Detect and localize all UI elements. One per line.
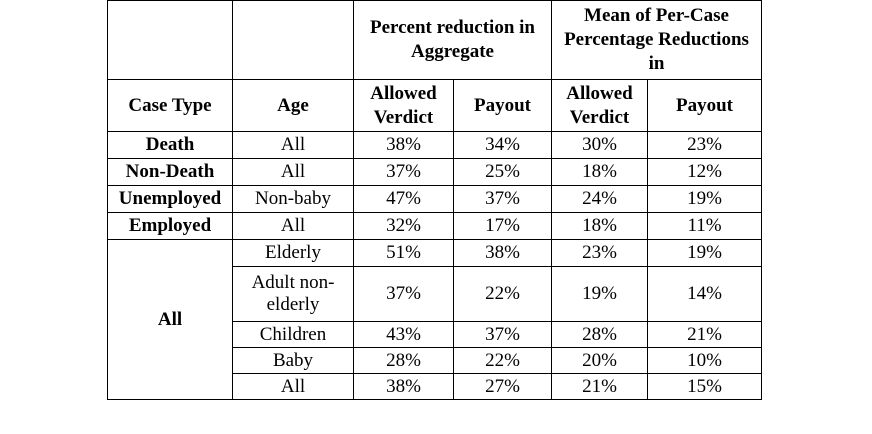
mean-allowed-cell: 24% [551, 185, 648, 213]
mean-allowed-cell: 28% [551, 321, 648, 348]
mean-payout-cell: 19% [647, 239, 762, 267]
table-row: Unemployed Non-baby 47% 37% 24% 19% [107, 185, 762, 213]
mean-allowed-cell: 19% [551, 266, 648, 322]
age-cell: Non-baby [232, 185, 354, 213]
table-row: Employed All 32% 17% 18% 11% [107, 212, 762, 240]
table-row: All 38% 27% 21% 15% [108, 373, 762, 400]
agg-payout-cell: 25% [453, 158, 552, 186]
case-type-cell: Employed [107, 212, 233, 240]
age-cell: Children [232, 321, 354, 348]
age-cell: All [232, 373, 354, 400]
age-cell: Baby [232, 347, 354, 374]
table-row: Death All 38% 34% 30% 23% [107, 131, 762, 159]
agg-allowed-cell: 37% [353, 266, 454, 322]
agg-allowed-cell: 47% [353, 185, 454, 213]
table-row: All Elderly 51% 38% 23% 19% [107, 239, 762, 400]
header-agg-allowed-verdict: Allowed Verdict [353, 79, 454, 132]
mean-allowed-cell: 20% [551, 347, 648, 374]
header-mean-group: Mean of Per-Case Percentage Reductions i… [551, 0, 762, 80]
agg-allowed-cell: 28% [353, 347, 454, 374]
age-cell: Elderly [232, 239, 354, 267]
agg-payout-cell: 22% [453, 266, 552, 322]
agg-payout-cell: 34% [453, 131, 552, 159]
header-row-groups: Percent reduction in Aggregate Mean of P… [107, 0, 762, 80]
header-blank-cell [232, 0, 354, 80]
case-type-cell: Non-Death [107, 158, 233, 186]
case-type-cell: Unemployed [107, 185, 233, 213]
mean-allowed-cell: 30% [551, 131, 648, 159]
agg-payout-cell: 37% [453, 185, 552, 213]
agg-allowed-cell: 38% [353, 131, 454, 159]
agg-allowed-cell: 32% [353, 212, 454, 240]
header-age: Age [232, 79, 354, 132]
agg-payout-cell: 37% [453, 321, 552, 348]
agg-allowed-cell: 37% [353, 158, 454, 186]
mean-allowed-cell: 21% [551, 373, 648, 400]
header-aggregate-group: Percent reduction in Aggregate [353, 0, 552, 80]
header-mean-allowed-verdict: Allowed Verdict [551, 79, 648, 132]
case-type-cell: All [107, 239, 233, 400]
header-case-type: Case Type [107, 79, 233, 132]
header-agg-payout: Payout [453, 79, 552, 132]
reduction-table: Percent reduction in Aggregate Mean of P… [107, 0, 762, 400]
agg-payout-cell: 22% [453, 347, 552, 374]
mean-payout-cell: 23% [647, 131, 762, 159]
header-blank-cell [107, 0, 233, 80]
header-mean-payout: Payout [647, 79, 762, 132]
agg-payout-cell: 38% [453, 239, 552, 267]
mean-allowed-cell: 23% [551, 239, 648, 267]
table-row: Adult non-elderly 37% 22% 19% 14% [108, 266, 762, 322]
mean-allowed-cell: 18% [551, 212, 648, 240]
age-cell: All [232, 212, 354, 240]
age-cell: All [232, 131, 354, 159]
mean-payout-cell: 14% [647, 266, 762, 322]
mean-allowed-cell: 18% [551, 158, 648, 186]
age-cell: Adult non-elderly [232, 266, 354, 322]
agg-allowed-cell: 43% [353, 321, 454, 348]
agg-allowed-cell: 51% [353, 239, 454, 267]
mean-payout-cell: 12% [647, 158, 762, 186]
mean-payout-cell: 15% [647, 373, 762, 400]
header-row-columns: Case Type Age Allowed Verdict Payout All… [107, 79, 762, 132]
agg-payout-cell: 17% [453, 212, 552, 240]
mean-payout-cell: 10% [647, 347, 762, 374]
case-type-cell: Death [107, 131, 233, 159]
table-row: Non-Death All 37% 25% 18% 12% [107, 158, 762, 186]
mean-payout-cell: 19% [647, 185, 762, 213]
agg-allowed-cell: 38% [353, 373, 454, 400]
mean-payout-cell: 21% [647, 321, 762, 348]
age-cell: All [232, 158, 354, 186]
mean-payout-cell: 11% [647, 212, 762, 240]
agg-payout-cell: 27% [453, 373, 552, 400]
